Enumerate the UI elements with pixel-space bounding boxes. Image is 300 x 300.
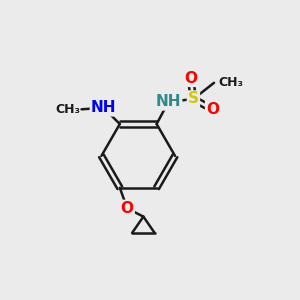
Text: O: O <box>121 201 134 216</box>
Text: O: O <box>184 71 197 86</box>
Text: S: S <box>188 92 199 106</box>
Text: O: O <box>206 102 219 117</box>
Text: NH: NH <box>156 94 181 110</box>
Text: CH₃: CH₃ <box>55 103 80 116</box>
Text: NH: NH <box>91 100 116 115</box>
Text: CH₃: CH₃ <box>218 76 244 89</box>
